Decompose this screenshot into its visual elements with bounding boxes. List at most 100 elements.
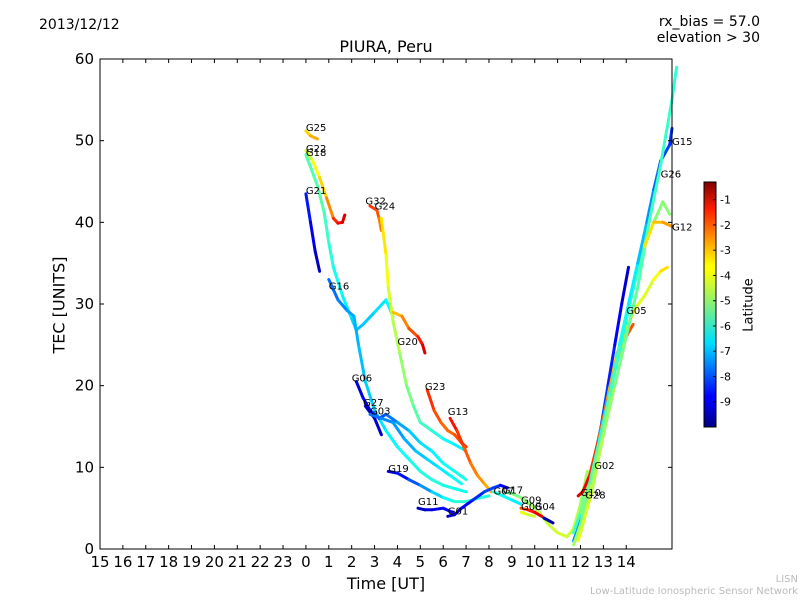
series-segment (430, 429, 445, 441)
watermark: LISN Low-Latitude Ionospheric Sensor Net… (590, 574, 798, 598)
x-tick-label: 8 (484, 553, 494, 571)
satellite-label: G25 (306, 123, 326, 134)
series-g18 (304, 153, 395, 332)
series-g16 (327, 278, 468, 494)
series-segment (400, 314, 411, 330)
series-segment (373, 298, 388, 314)
x-tick-label: 1 (324, 553, 334, 571)
series-g20 (391, 310, 427, 355)
satellite-label: G22 (306, 144, 326, 155)
colorbar-tick-label: -7 (720, 345, 731, 358)
series-segment (391, 310, 404, 318)
series-segment (430, 490, 445, 500)
x-tick-label: 9 (507, 553, 517, 571)
series-segment (327, 241, 335, 269)
x-tick-label: 5 (416, 553, 426, 571)
series-segment (322, 211, 331, 245)
series-segment (533, 510, 544, 518)
satellite-label: G21 (306, 186, 326, 197)
x-tick-label: 23 (273, 553, 292, 571)
series-segment (377, 216, 383, 232)
satellite-label: G26 (661, 169, 681, 180)
rx-bias-label: rx_bias = 57.0 (658, 14, 760, 30)
series-segment (336, 298, 349, 312)
colorbar-tick-label: -1 (720, 194, 731, 207)
series-segment (588, 441, 601, 486)
series-segment (546, 518, 555, 525)
series-segment (661, 200, 672, 216)
colorbar-tick-label: -2 (720, 219, 731, 232)
series-segment (620, 265, 630, 306)
series-segment (352, 314, 360, 347)
series-segment (425, 388, 436, 412)
satellite-label: G10 (581, 488, 601, 499)
series-segment (636, 220, 649, 265)
series-segment (572, 510, 582, 535)
series-segment (331, 265, 344, 298)
series-segment (418, 483, 434, 494)
x-ticks: 15 16 17 18 19 20 21 22 23 0 1 2 3 4 5 6 7 8 9 10 11 12 13 14 (90, 59, 636, 571)
series-segment (613, 335, 628, 388)
series-segment (606, 343, 617, 388)
series-g11 (416, 506, 454, 514)
x-tick-label: 6 (438, 553, 448, 571)
series-segment (519, 496, 532, 506)
series-segment (455, 429, 466, 449)
series-segment (441, 461, 457, 473)
series-segment (476, 494, 491, 500)
satellite-label: G02 (594, 461, 614, 472)
series-segment (661, 220, 674, 228)
series-segment (498, 483, 509, 490)
series-segment (617, 302, 630, 347)
series-segment (315, 184, 326, 214)
series-segment (407, 457, 422, 473)
colorbar-tick-label: -8 (720, 370, 731, 383)
series-segment (430, 449, 445, 465)
series-segment (425, 457, 441, 469)
series-segment (325, 196, 335, 220)
series-segment (501, 494, 514, 502)
series-segment (421, 343, 427, 355)
x-axis-label: Time [UT] (346, 574, 426, 593)
series-segment (309, 134, 319, 141)
colorbar-tick-label: -5 (720, 295, 731, 308)
series-segment (412, 404, 422, 424)
series-segment (601, 384, 617, 437)
x-tick-label: 21 (228, 553, 247, 571)
series-segment (643, 220, 656, 249)
series-segment (659, 265, 669, 273)
series-segment (645, 188, 656, 224)
series-segment (652, 200, 665, 224)
colorbar-ticks: -9 -8 -7 -6 -5 -4 -3 -2 -1 (713, 194, 731, 409)
series-segment (414, 449, 429, 461)
series-segment (453, 487, 468, 494)
satellite-label: G19 (388, 464, 408, 475)
series-segment (647, 163, 663, 224)
satellite-label: G11 (418, 497, 438, 508)
x-tick-label: 14 (617, 553, 636, 571)
series-g08 (519, 510, 537, 518)
series-segment (643, 278, 656, 298)
series-g03 (368, 412, 463, 486)
y-tick-label: 20 (75, 377, 94, 395)
series-segment (608, 343, 621, 396)
series-segment (482, 486, 495, 494)
series-segment (304, 149, 315, 163)
satellite-label: G20 (397, 337, 417, 348)
series-segment (384, 412, 399, 424)
series-segment (407, 478, 422, 487)
x-tick-label: 19 (182, 553, 201, 571)
y-tick-label: 30 (75, 295, 94, 313)
series-segment (405, 384, 415, 408)
satellite-label: G07 (494, 486, 514, 497)
satellite-label: G17 (503, 486, 523, 497)
series-segment (633, 294, 646, 310)
watermark-line-2: Low-Latitude Ionospheric Sensor Network (590, 586, 798, 597)
series-segment (652, 269, 663, 281)
series-segment (526, 513, 537, 518)
series-segment (430, 478, 445, 487)
x-tick-label: 11 (548, 553, 567, 571)
series-segment (373, 416, 383, 437)
